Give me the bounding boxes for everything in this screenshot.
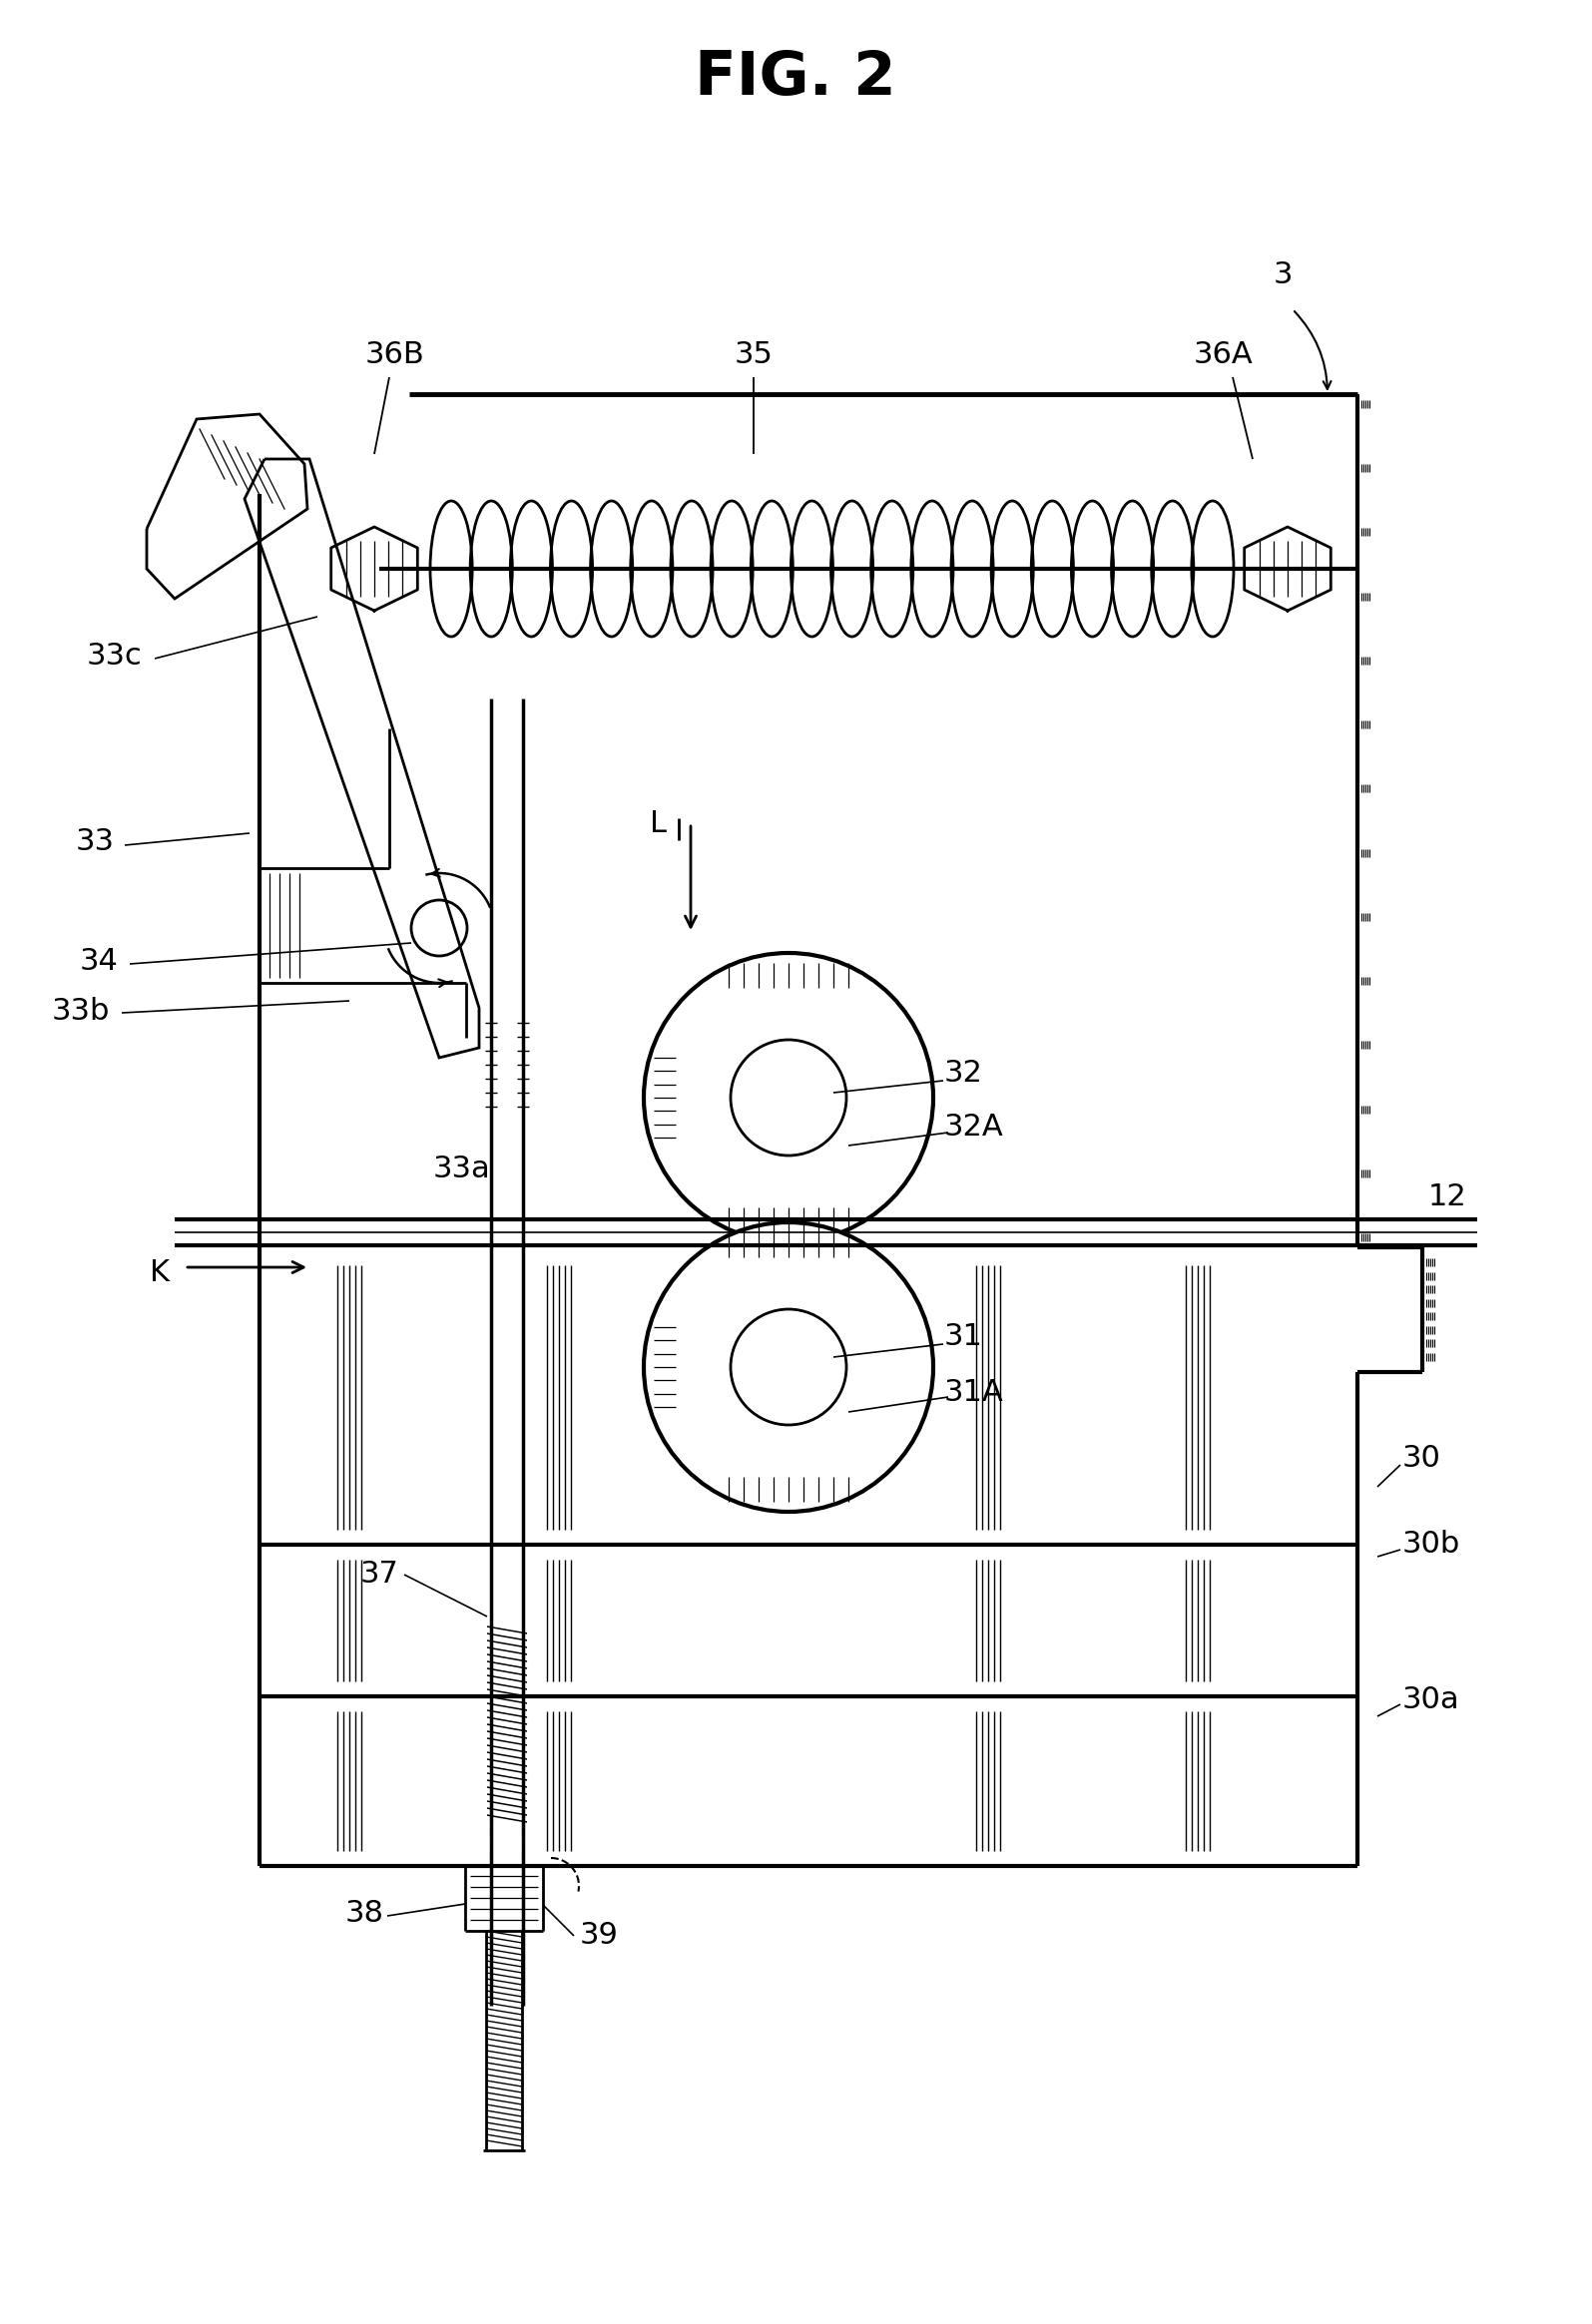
Text: 33a: 33a <box>433 1155 490 1183</box>
Text: 34: 34 <box>80 946 118 976</box>
Text: 36B: 36B <box>365 339 423 370</box>
Text: K: K <box>150 1257 170 1287</box>
Text: 33c: 33c <box>86 641 142 672</box>
Text: 32: 32 <box>944 1057 982 1088</box>
Text: 30a: 30a <box>1403 1685 1460 1713</box>
Circle shape <box>411 899 466 955</box>
Circle shape <box>731 1308 847 1425</box>
Text: 37: 37 <box>360 1559 398 1590</box>
Text: 32A: 32A <box>944 1113 1003 1141</box>
Circle shape <box>643 1222 933 1511</box>
Circle shape <box>643 953 933 1243</box>
Circle shape <box>731 1039 847 1155</box>
Text: 39: 39 <box>579 1922 618 1950</box>
Text: 30: 30 <box>1403 1446 1441 1473</box>
Text: 38: 38 <box>345 1899 384 1929</box>
Text: 33b: 33b <box>51 997 110 1025</box>
Text: FIG. 2: FIG. 2 <box>694 49 896 107</box>
Text: 31: 31 <box>944 1322 982 1353</box>
Text: 12: 12 <box>1428 1183 1466 1211</box>
Text: 30b: 30b <box>1403 1529 1460 1559</box>
Text: 36A: 36A <box>1192 339 1253 370</box>
Text: 35: 35 <box>734 339 774 370</box>
Text: L: L <box>650 809 667 837</box>
Text: 31A: 31A <box>944 1378 1003 1406</box>
Text: 3: 3 <box>1274 260 1293 288</box>
Text: 33: 33 <box>76 827 115 855</box>
